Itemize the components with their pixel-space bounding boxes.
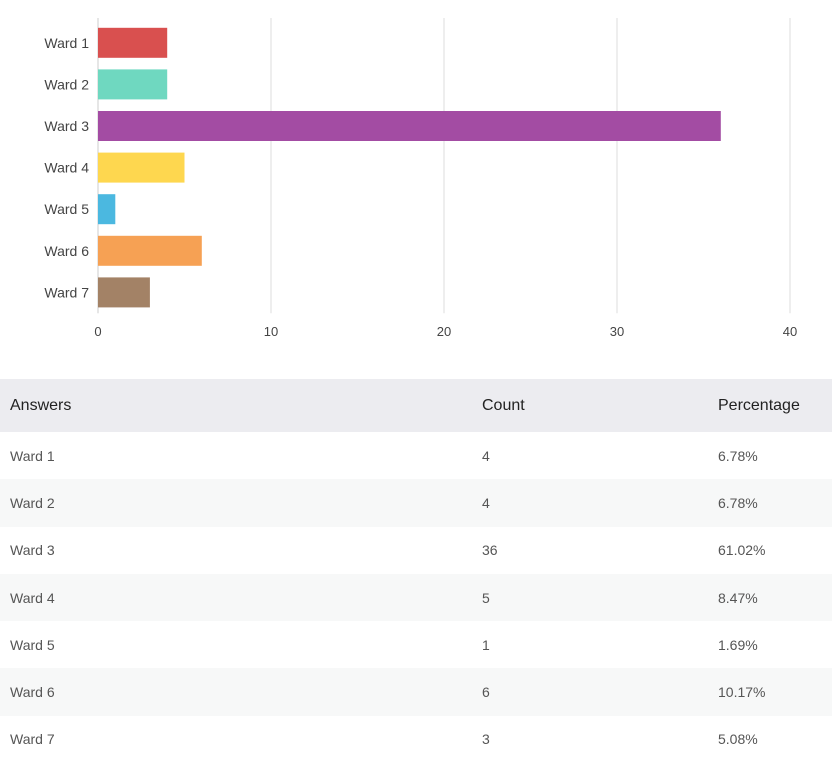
answers-header: Answers [0,379,472,432]
percentage-cell: 10.17% [708,668,832,716]
category-label: Ward 4 [44,160,89,176]
count-cell: 4 [472,432,708,480]
percentage-cell: 1.69% [708,621,832,669]
answer-cell: Ward 5 [0,621,472,669]
table-row: Ward 4 5 8.47% [0,573,832,622]
x-tick-label: 40 [783,324,797,339]
table-row: Ward 1 4 6.78% [0,432,832,480]
x-tick-label: 20 [437,324,451,339]
bar-ward-1 [98,27,168,58]
category-label: Ward 1 [44,35,89,51]
table-row: Ward 7 3 5.08% [0,715,832,763]
x-tick-label: 30 [610,324,624,339]
bar-ward-4 [98,152,185,183]
count-cell: 36 [472,526,708,574]
answer-cell: Ward 1 [0,432,472,480]
bar-ward-2 [98,69,168,100]
category-label: Ward 7 [44,284,89,300]
category-label: Ward 6 [44,243,89,259]
table-row: Ward 6 6 10.17% [0,668,832,716]
category-label: Ward 5 [44,201,89,217]
answer-cell: Ward 4 [0,573,472,622]
bar-chart: 0 10 20 30 40 Ward 1 Ward 2 Ward 3 Ward 4 Ward 5 W… [0,0,832,350]
percentage-cell: 6.78% [708,479,832,527]
bar-ward-5 [98,194,116,225]
category-label: Ward 2 [44,76,89,92]
table-row: Ward 5 1 1.69% [0,621,832,669]
percentage-cell: 6.78% [708,432,832,480]
count-cell: 3 [472,715,708,763]
percentage-header: Percentage [708,379,832,432]
percentage-cell: 5.08% [708,715,832,763]
answer-cell: Ward 7 [0,715,472,763]
table-row: Ward 3 36 61.02% [0,526,832,574]
bar-ward-6 [98,235,202,266]
table-header-row: Answers Count Percentage [0,379,832,432]
count-header: Count [472,379,708,432]
bar-chart-svg: 0 10 20 30 40 Ward 1 Ward 2 Ward 3 Ward 4 Ward 5 W… [44,18,797,339]
answer-cell: Ward 6 [0,668,472,716]
answer-cell: Ward 2 [0,479,472,527]
count-cell: 5 [472,573,708,622]
bar-ward-7 [98,277,150,308]
count-cell: 1 [472,621,708,669]
percentage-cell: 8.47% [708,573,832,622]
bar-ward-3 [98,111,721,141]
count-cell: 4 [472,479,708,527]
x-tick-label: 0 [94,324,101,339]
x-tick-label: 10 [264,324,278,339]
percentage-cell: 61.02% [708,526,832,574]
results-table: Answers Count Percentage Ward 1 4 6.78% … [0,379,832,763]
count-cell: 6 [472,668,708,716]
answer-cell: Ward 3 [0,526,472,574]
table-row: Ward 2 4 6.78% [0,479,832,527]
category-label: Ward 3 [44,118,89,134]
